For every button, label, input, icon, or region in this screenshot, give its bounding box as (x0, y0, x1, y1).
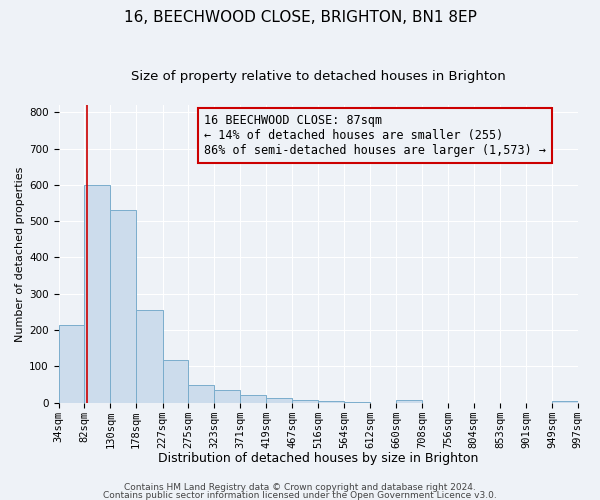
Bar (214, 390, 240, 402)
Text: Contains public sector information licensed under the Open Government Licence v3: Contains public sector information licen… (103, 490, 497, 500)
Bar (319, 401, 344, 402)
Bar (163, 360, 188, 403)
Bar (292, 400, 319, 402)
Bar (136, 310, 163, 402)
Bar (85, 185, 110, 402)
Bar (396, 400, 422, 402)
Bar (552, 401, 578, 402)
Title: Size of property relative to detached houses in Brighton: Size of property relative to detached ho… (131, 70, 506, 83)
Bar (266, 398, 292, 402)
Bar (240, 396, 266, 402)
Bar (110, 210, 136, 402)
Bar (59, 324, 85, 402)
Bar (188, 384, 214, 402)
X-axis label: Distribution of detached houses by size in Brighton: Distribution of detached houses by size … (158, 452, 478, 465)
Text: Contains HM Land Registry data © Crown copyright and database right 2024.: Contains HM Land Registry data © Crown c… (124, 483, 476, 492)
Text: 16 BEECHWOOD CLOSE: 87sqm
← 14% of detached houses are smaller (255)
86% of semi: 16 BEECHWOOD CLOSE: 87sqm ← 14% of detac… (204, 114, 546, 157)
Text: 16, BEECHWOOD CLOSE, BRIGHTON, BN1 8EP: 16, BEECHWOOD CLOSE, BRIGHTON, BN1 8EP (124, 10, 476, 25)
Y-axis label: Number of detached properties: Number of detached properties (15, 166, 25, 342)
